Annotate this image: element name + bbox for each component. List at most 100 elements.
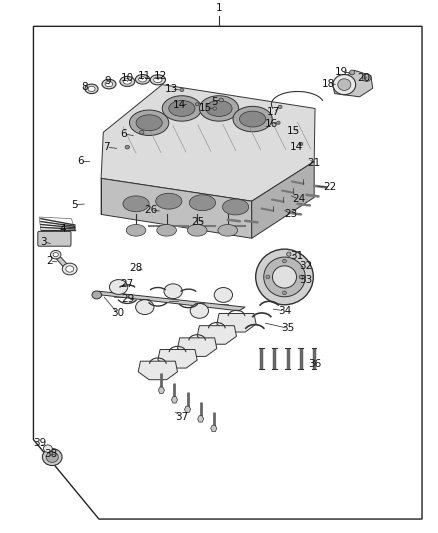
Ellipse shape [223, 199, 249, 215]
Ellipse shape [164, 284, 182, 298]
Ellipse shape [43, 445, 52, 453]
Text: 21: 21 [307, 158, 321, 168]
Ellipse shape [130, 110, 169, 135]
Polygon shape [252, 161, 314, 238]
Polygon shape [217, 313, 256, 332]
Text: 20: 20 [357, 73, 371, 83]
Text: 22: 22 [324, 182, 337, 192]
Ellipse shape [154, 77, 162, 83]
Ellipse shape [264, 257, 305, 297]
Text: 39: 39 [33, 438, 46, 448]
Polygon shape [101, 85, 315, 201]
Ellipse shape [120, 76, 135, 86]
Ellipse shape [219, 98, 223, 102]
Ellipse shape [278, 106, 282, 108]
Polygon shape [197, 326, 237, 344]
Ellipse shape [162, 96, 201, 121]
Polygon shape [184, 406, 191, 413]
Ellipse shape [338, 79, 351, 91]
Polygon shape [332, 70, 373, 97]
Ellipse shape [139, 77, 147, 82]
Text: 17: 17 [267, 107, 280, 117]
Ellipse shape [88, 86, 95, 92]
Text: 6: 6 [120, 129, 127, 139]
Text: 18: 18 [321, 78, 335, 88]
Text: 26: 26 [145, 205, 158, 215]
Ellipse shape [189, 195, 215, 211]
Ellipse shape [46, 452, 58, 462]
Text: 5: 5 [71, 200, 78, 210]
FancyBboxPatch shape [38, 231, 71, 246]
Ellipse shape [92, 291, 102, 299]
Ellipse shape [135, 75, 150, 84]
Ellipse shape [140, 131, 144, 134]
Text: 24: 24 [292, 194, 305, 204]
Ellipse shape [42, 449, 62, 465]
Ellipse shape [213, 107, 216, 110]
Ellipse shape [136, 115, 162, 131]
Text: 29: 29 [121, 294, 134, 304]
Text: 33: 33 [299, 275, 312, 285]
Ellipse shape [105, 82, 113, 87]
Text: 27: 27 [121, 279, 134, 289]
Text: 30: 30 [111, 309, 124, 319]
Ellipse shape [283, 291, 286, 295]
Text: 14: 14 [173, 100, 186, 110]
Ellipse shape [126, 224, 146, 236]
Text: 3: 3 [40, 237, 47, 247]
Ellipse shape [333, 75, 356, 95]
Ellipse shape [136, 300, 154, 314]
Text: 34: 34 [278, 306, 291, 316]
Ellipse shape [53, 253, 58, 257]
Polygon shape [171, 397, 177, 403]
Ellipse shape [50, 251, 61, 259]
Text: 15: 15 [199, 103, 212, 114]
Ellipse shape [266, 275, 270, 279]
Text: 28: 28 [129, 263, 143, 273]
Text: 5: 5 [211, 96, 218, 107]
Ellipse shape [233, 106, 272, 132]
Ellipse shape [187, 224, 207, 236]
Ellipse shape [195, 103, 199, 106]
Text: 38: 38 [44, 449, 57, 459]
Polygon shape [198, 416, 204, 422]
Ellipse shape [123, 196, 149, 212]
Polygon shape [177, 338, 217, 357]
Ellipse shape [283, 259, 286, 263]
Ellipse shape [125, 146, 130, 149]
Text: 13: 13 [165, 84, 178, 94]
Text: 2: 2 [46, 256, 53, 266]
Ellipse shape [110, 280, 128, 294]
Text: 8: 8 [81, 82, 88, 92]
Text: 37: 37 [175, 412, 188, 422]
Text: 4: 4 [60, 224, 66, 234]
Ellipse shape [277, 121, 280, 124]
Text: 15: 15 [286, 126, 300, 136]
Ellipse shape [102, 79, 116, 89]
Ellipse shape [218, 224, 237, 236]
Ellipse shape [157, 224, 177, 236]
Text: 35: 35 [281, 324, 295, 333]
Ellipse shape [287, 252, 291, 256]
Text: 23: 23 [284, 209, 298, 219]
Ellipse shape [85, 84, 98, 94]
Ellipse shape [240, 111, 266, 127]
Ellipse shape [62, 263, 77, 275]
Ellipse shape [190, 303, 208, 318]
Text: 12: 12 [154, 70, 167, 80]
Ellipse shape [272, 266, 297, 288]
Text: 11: 11 [138, 70, 152, 80]
Text: 9: 9 [105, 76, 111, 86]
Ellipse shape [256, 249, 313, 305]
Text: 16: 16 [265, 119, 278, 130]
Polygon shape [211, 425, 217, 432]
Ellipse shape [299, 142, 303, 146]
Ellipse shape [123, 79, 131, 84]
Polygon shape [158, 350, 197, 368]
Ellipse shape [155, 193, 182, 209]
Ellipse shape [350, 70, 355, 75]
Ellipse shape [199, 96, 239, 121]
Polygon shape [138, 361, 177, 379]
Text: 7: 7 [103, 142, 110, 152]
Ellipse shape [169, 101, 195, 116]
